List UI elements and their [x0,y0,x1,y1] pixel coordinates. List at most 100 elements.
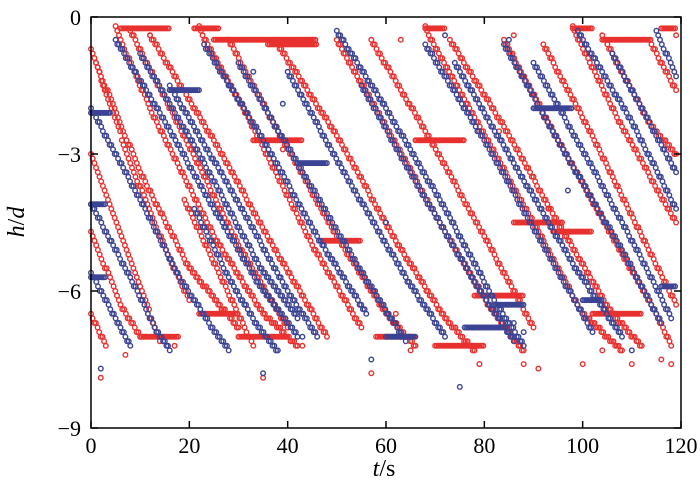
red-point-526 [324,333,331,340]
y-tick-label-0: 0 [70,5,81,30]
red-point-2145 [407,347,414,354]
red-point-2139 [579,361,586,368]
x-axis-label: t/s [373,456,396,482]
x-tick-label-1: 20 [178,433,200,458]
red-point-2141 [668,361,675,368]
y-tick-label-3: −9 [58,416,81,441]
red-point-1781 [298,137,305,144]
blue-point-1558 [499,324,506,331]
blue-point-969 [510,338,517,345]
red-point-1648 [165,25,172,32]
blue-point-1597 [672,283,679,290]
red-point-2140 [628,361,635,368]
red-point-1093 [530,324,537,331]
axis-ticks [90,16,682,429]
red-point-2133 [97,374,104,381]
blue-point-485 [274,347,281,354]
red-point-663 [358,324,365,331]
red-point-2148 [279,146,286,153]
red-point-2153 [673,32,680,39]
red-point-2042 [588,228,595,235]
x-axis-label-unit: /s [379,456,395,482]
red-point-2155 [392,310,399,317]
red-point-567 [250,342,257,349]
x-tick-label-4: 80 [473,433,495,458]
y-tick-labels: 0 −3 −6 −9 [58,5,81,441]
blue-point-770 [442,333,449,340]
red-point-1420 [668,342,675,349]
red-point-1804 [233,310,240,317]
red-point-2154 [146,32,153,39]
red-point-2080 [672,25,679,32]
red-point-1321 [638,342,645,349]
blue-point-1618 [456,383,463,390]
blue-point-1458 [106,109,113,116]
blue-point-1620 [299,333,306,340]
blue-point-1630 [250,68,257,75]
blue-point-1627 [628,347,635,354]
blue-point-127 [166,347,173,354]
x-tick-label-3: 60 [375,433,397,458]
blue-point-1624 [505,36,512,43]
red-point-773 [412,342,419,349]
y-axis-label-var1: h [4,225,30,237]
red-point-1827 [174,333,181,340]
red-point-2136 [476,361,483,368]
red-point-2103 [356,237,363,244]
red-point-1499 [673,301,680,308]
red-point-2150 [545,205,552,212]
series-blue-points [87,27,680,390]
red-point-2071 [637,310,644,317]
blue-point-1512 [323,160,330,167]
blue-point-1476 [101,274,108,281]
blue-point-1619 [368,356,375,363]
blue-point-1337 [668,315,675,322]
red-point-2137 [520,361,527,368]
y-axis-label-var2: d [4,206,30,219]
red-point-1619 [673,87,680,94]
blue-point-1615 [520,301,527,308]
red-point-1978 [480,342,487,349]
blue-point-80 [225,347,232,354]
blue-point-1617 [260,370,267,377]
blue-point-1629 [383,219,390,226]
blue-point-580 [363,310,370,317]
red-point-2132 [559,219,566,226]
red-point-1663 [215,25,222,32]
blue-point-1257 [658,320,665,327]
red-point-1209 [619,347,626,354]
blue-point-151 [127,342,134,349]
x-axis-label-var: t [373,456,381,482]
red-point-1920 [460,137,467,144]
blue-point-1535 [568,105,575,112]
red-point-1949 [519,292,526,299]
red-point-2135 [368,370,375,377]
y-tick-label-1: −3 [58,142,81,167]
red-point-1560 [673,219,680,226]
red-point-2152 [397,36,404,43]
blue-point-1623 [397,333,404,340]
red-point-1752 [313,41,320,48]
red-point-2144 [299,342,306,349]
red-point-1891 [441,25,448,32]
blue-point-436 [314,333,321,340]
red-point-222 [235,324,242,331]
blue-point-1616 [97,365,104,372]
x-tick-label-5: 100 [566,433,599,458]
red-point-2143 [171,342,178,349]
x-tick-labels: 0 20 40 60 80 100 120 [86,433,698,458]
blue-point-258 [294,333,301,340]
x-tick-label-6: 120 [665,433,698,458]
red-point-2019 [647,36,654,43]
red-point-2138 [535,365,542,372]
blue-point-1621 [510,320,517,327]
red-point-1990 [588,25,595,32]
red-point-2142 [122,351,129,358]
y-tick-label-2: −6 [58,279,81,304]
blue-point-1576 [412,333,419,340]
red-point-2146 [599,347,606,354]
blue-point-1622 [520,329,527,336]
y-axis-label: h/d [4,206,30,238]
blue-point-350 [294,315,301,322]
